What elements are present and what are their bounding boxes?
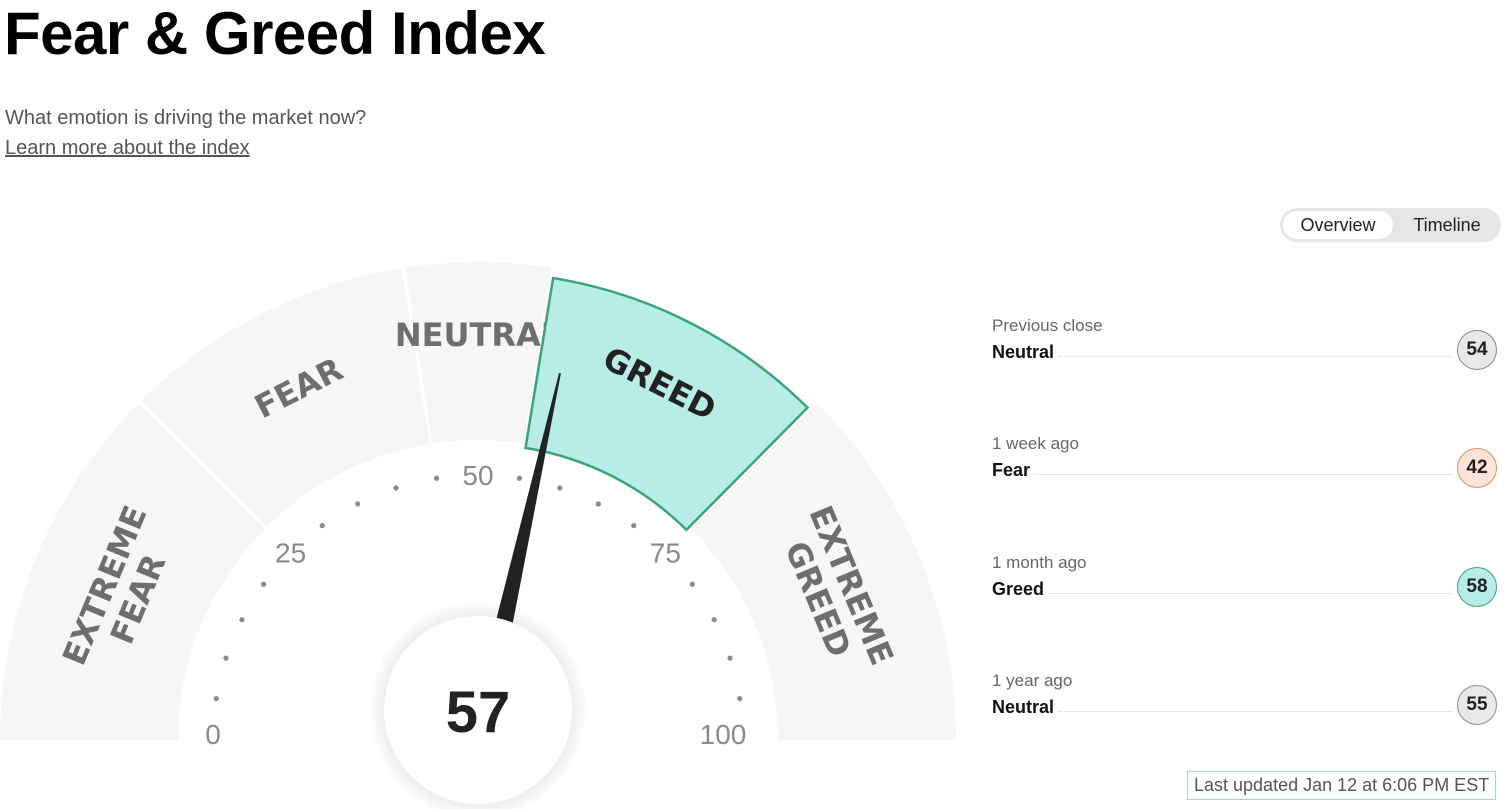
history-period: Previous close bbox=[992, 316, 1103, 335]
zone-extreme-greed bbox=[691, 403, 956, 740]
fear-greed-gauge: EXTREMEFEARFEARNEUTRALGREEDEXTREMEGREED … bbox=[0, 262, 956, 809]
zone-fear bbox=[141, 268, 430, 527]
gauge-hub bbox=[384, 616, 572, 804]
history-score-badge: 54 bbox=[1457, 330, 1497, 370]
history-period: 1 week ago bbox=[992, 434, 1079, 453]
tick-label-0: 0 bbox=[205, 719, 221, 750]
history-period: 1 year ago bbox=[992, 671, 1073, 690]
history-divider bbox=[992, 711, 1453, 712]
tick-dot bbox=[393, 485, 399, 491]
tick-dot bbox=[261, 581, 267, 587]
tick-dot bbox=[557, 485, 563, 491]
zone-neutral-label: NEUTRAL bbox=[395, 316, 561, 354]
history-row: Previous close Neutral 54 bbox=[992, 316, 1497, 378]
zone-greed bbox=[524, 276, 810, 532]
zone-neutral bbox=[405, 262, 551, 444]
tick-label-25: 25 bbox=[275, 538, 306, 569]
tick-label-100: 100 bbox=[700, 719, 747, 750]
learn-more-link[interactable]: Learn more about the index bbox=[5, 137, 250, 159]
history-row: 1 week ago Fear 42 bbox=[992, 434, 1497, 496]
tick-dot bbox=[689, 581, 695, 587]
zone-extreme-fear bbox=[0, 403, 265, 740]
history-rating: Neutral bbox=[992, 697, 1059, 717]
last-updated: Last updated Jan 12 at 6:06 PM EST bbox=[1187, 771, 1497, 800]
tick-dot bbox=[213, 695, 219, 702]
view-toggle: Overview Timeline bbox=[1280, 208, 1501, 242]
history-divider bbox=[992, 593, 1453, 594]
tick-dot bbox=[433, 475, 440, 481]
tick-label-75: 75 bbox=[650, 538, 681, 569]
tick-label-50: 50 bbox=[462, 460, 493, 491]
tick-dot bbox=[223, 655, 229, 661]
history-rating: Neutral bbox=[992, 342, 1059, 362]
history-divider bbox=[992, 356, 1453, 357]
history-row: 1 year ago Neutral 55 bbox=[992, 671, 1497, 733]
tick-dot bbox=[239, 617, 245, 623]
history-score-badge: 58 bbox=[1457, 567, 1497, 607]
tick-dot bbox=[319, 523, 325, 529]
tick-dot bbox=[711, 617, 717, 623]
tick-dot bbox=[631, 523, 637, 529]
history-score-badge: 55 bbox=[1457, 685, 1497, 725]
page-title: Fear & Greed Index bbox=[4, 0, 546, 67]
tick-dot bbox=[727, 655, 733, 661]
tick-dot bbox=[516, 475, 523, 481]
tick-dot bbox=[355, 501, 361, 507]
history-score-badge: 42 bbox=[1457, 448, 1497, 488]
tick-dot bbox=[595, 501, 601, 507]
history-rating: Fear bbox=[992, 460, 1035, 480]
history-row: 1 month ago Greed 58 bbox=[992, 553, 1497, 615]
history-period: 1 month ago bbox=[992, 553, 1087, 572]
tab-overview[interactable]: Overview bbox=[1283, 211, 1393, 239]
tab-timeline[interactable]: Timeline bbox=[1413, 215, 1481, 235]
history-divider bbox=[992, 474, 1453, 475]
tick-dot bbox=[737, 695, 743, 702]
history-rating: Greed bbox=[992, 579, 1049, 599]
gauge-score: 57 bbox=[446, 680, 511, 745]
page-subtitle: What emotion is driving the market now? bbox=[5, 107, 367, 129]
